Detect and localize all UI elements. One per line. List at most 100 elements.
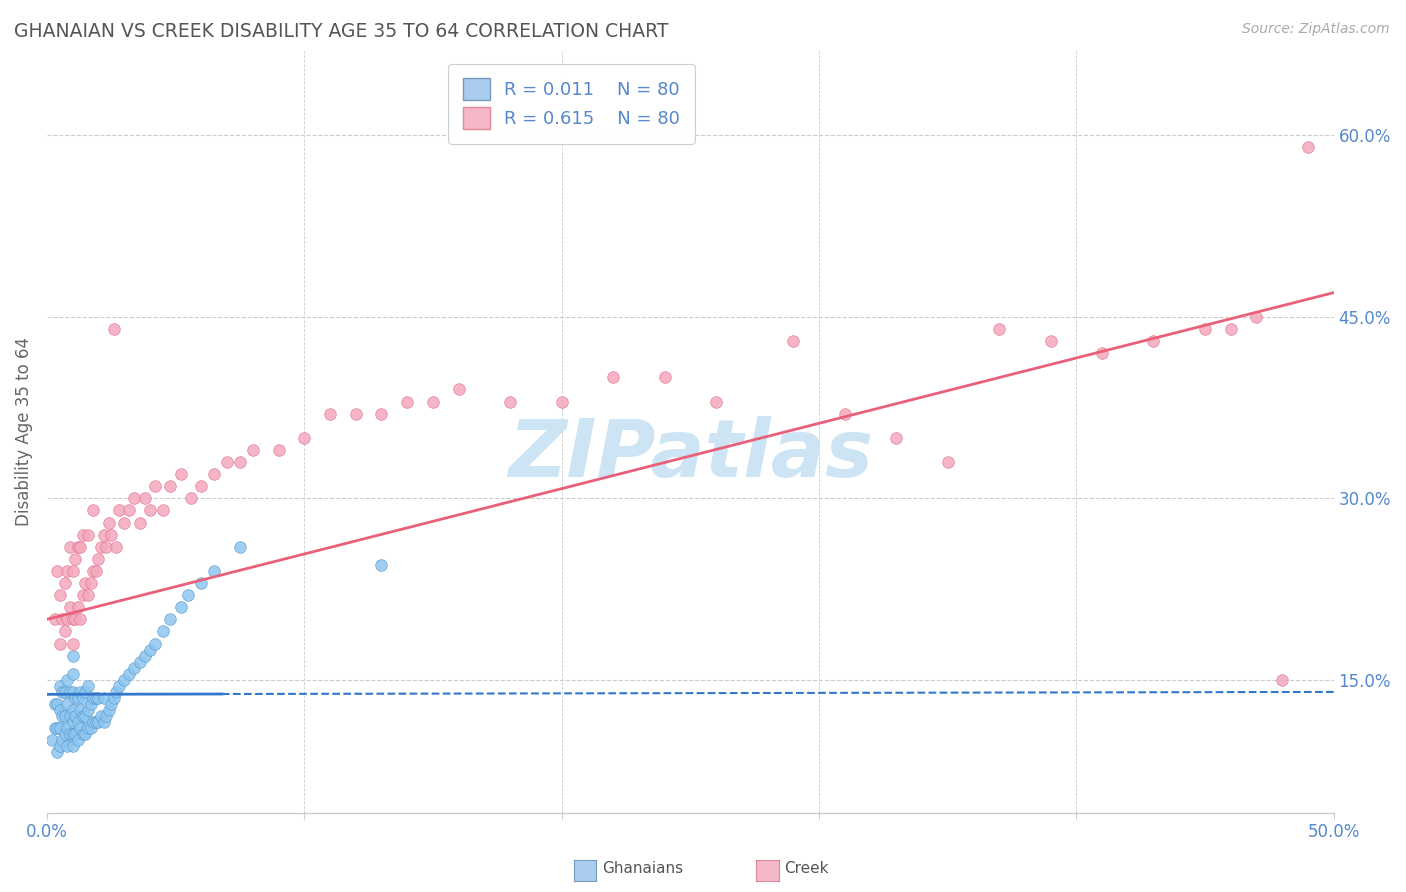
- Point: [62, 715, 84, 730]
- Point: [53, 685, 76, 699]
- Y-axis label: Disability Age 35 to 64: Disability Age 35 to 64: [15, 337, 32, 526]
- Point: [75, 709, 97, 723]
- Point: [159, 479, 181, 493]
- Point: [152, 624, 174, 639]
- Point: [1194, 322, 1216, 336]
- Point: [72, 727, 94, 741]
- Point: [56, 673, 79, 687]
- Point: [90, 709, 112, 723]
- Point: [82, 690, 104, 705]
- Point: [100, 527, 122, 541]
- Point: [87, 551, 110, 566]
- Point: [56, 721, 79, 735]
- Point: [46, 746, 69, 760]
- Point: [84, 564, 107, 578]
- Point: [87, 715, 110, 730]
- Point: [229, 455, 252, 469]
- Point: [59, 600, 82, 615]
- Point: [422, 394, 444, 409]
- Point: [128, 655, 150, 669]
- Text: ZIPatlas: ZIPatlas: [508, 416, 873, 493]
- Point: [56, 564, 79, 578]
- Point: [82, 564, 104, 578]
- Point: [69, 721, 91, 735]
- Point: [229, 540, 252, 554]
- Point: [69, 685, 91, 699]
- Point: [63, 551, 86, 566]
- Point: [51, 733, 73, 747]
- Point: [69, 612, 91, 626]
- Point: [49, 739, 72, 754]
- Point: [159, 612, 181, 626]
- Point: [59, 685, 82, 699]
- Point: [108, 679, 131, 693]
- Text: GHANAIAN VS CREEK DISABILITY AGE 35 TO 64 CORRELATION CHART: GHANAIAN VS CREEK DISABILITY AGE 35 TO 6…: [14, 22, 669, 41]
- Point: [66, 690, 89, 705]
- Point: [134, 491, 156, 506]
- Point: [66, 715, 89, 730]
- Point: [108, 503, 131, 517]
- Point: [72, 690, 94, 705]
- Point: [62, 564, 84, 578]
- Point: [884, 431, 907, 445]
- Point: [66, 540, 89, 554]
- Point: [704, 394, 727, 409]
- Point: [105, 685, 128, 699]
- Point: [44, 697, 66, 711]
- Point: [62, 648, 84, 663]
- Point: [62, 612, 84, 626]
- Point: [59, 540, 82, 554]
- Point: [51, 685, 73, 699]
- Point: [94, 709, 117, 723]
- Point: [44, 721, 66, 735]
- Point: [988, 322, 1011, 336]
- Point: [112, 516, 135, 530]
- Point: [170, 467, 193, 482]
- Point: [447, 383, 470, 397]
- Point: [53, 709, 76, 723]
- Point: [90, 540, 112, 554]
- Point: [152, 503, 174, 517]
- Point: [51, 709, 73, 723]
- Point: [782, 334, 804, 348]
- Point: [62, 685, 84, 699]
- Point: [84, 690, 107, 705]
- Point: [72, 709, 94, 723]
- Point: [77, 588, 100, 602]
- Point: [1219, 322, 1241, 336]
- Point: [103, 322, 125, 336]
- Point: [66, 733, 89, 747]
- Point: [79, 721, 101, 735]
- Point: [56, 612, 79, 626]
- Point: [49, 636, 72, 650]
- Point: [370, 407, 392, 421]
- Point: [84, 715, 107, 730]
- Point: [59, 709, 82, 723]
- Point: [550, 394, 572, 409]
- Point: [79, 697, 101, 711]
- Point: [93, 690, 115, 705]
- Point: [82, 503, 104, 517]
- Point: [118, 666, 141, 681]
- Point: [177, 588, 200, 602]
- Point: [49, 679, 72, 693]
- Point: [69, 703, 91, 717]
- Point: [124, 491, 146, 506]
- Point: [170, 600, 193, 615]
- Point: [602, 370, 624, 384]
- Point: [62, 703, 84, 717]
- Point: [344, 407, 367, 421]
- Point: [139, 503, 162, 517]
- Point: [499, 394, 522, 409]
- Point: [63, 727, 86, 741]
- Point: [128, 516, 150, 530]
- Point: [59, 727, 82, 741]
- Point: [75, 727, 97, 741]
- Text: Source: ZipAtlas.com: Source: ZipAtlas.com: [1241, 22, 1389, 37]
- Point: [134, 648, 156, 663]
- Point: [1091, 346, 1114, 360]
- Point: [267, 442, 290, 457]
- Point: [62, 666, 84, 681]
- Point: [936, 455, 959, 469]
- Point: [51, 612, 73, 626]
